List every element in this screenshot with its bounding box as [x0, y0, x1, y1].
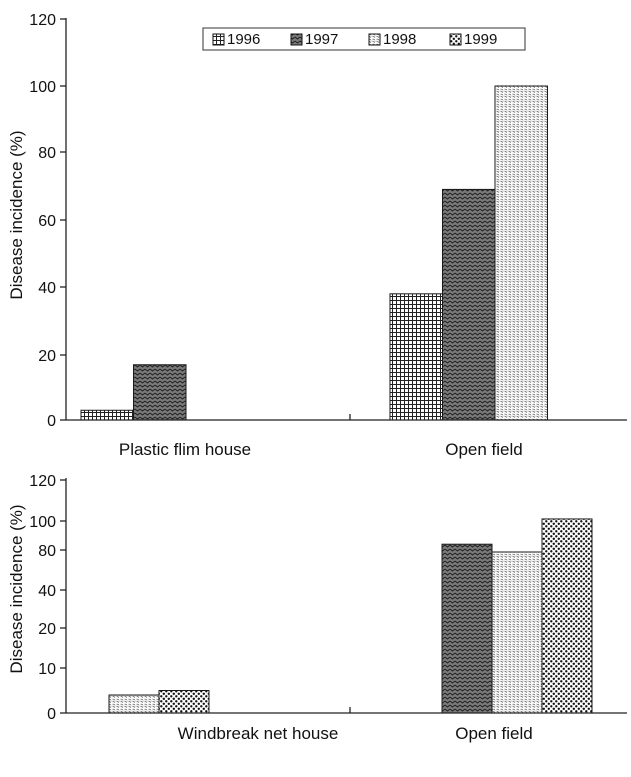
bottom-bar-open-field-1997: [441, 543, 493, 714]
legend-item-1998: 1998: [368, 31, 416, 48]
top-category-label-open-field: Open field: [445, 440, 523, 459]
legend-item-1996: 1996: [212, 31, 260, 48]
bottom-y-tick-label-40: 40: [38, 583, 56, 600]
bottom-y-axis-title: Disease incidence (%): [7, 504, 26, 673]
top-bar-plastic-flim-house-1996: [80, 409, 134, 421]
legend-swatch-1997: [290, 33, 303, 46]
bottom-bars: [108, 518, 593, 714]
top-y-tick-label-20: 20: [38, 348, 56, 365]
top-bar-open-field-1997: [442, 188, 496, 421]
bottom-y-tick-label-0: 0: [47, 706, 56, 723]
bottom-category-label-open-field: Open field: [455, 724, 533, 743]
top-y-axis-title: Disease incidence (%): [7, 130, 26, 299]
top-chart-panel: Disease incidence (%) 0 20 40 60 80 100 120 Pl…: [7, 12, 627, 459]
top-y-tick-label-40: 40: [38, 280, 56, 297]
top-y-axis-ticks: 0 20 40 60 80 100 120: [29, 12, 66, 430]
bottom-bar-open-field-1998: [491, 551, 543, 714]
bottom-y-tick-label-10: 10: [38, 661, 56, 678]
legend-label-1997: 1997: [305, 31, 338, 48]
top-y-tick-label-60: 60: [38, 213, 56, 230]
bottom-category-label-windbreak-net-house: Windbreak net house: [178, 724, 339, 743]
legend-label-1998: 1998: [383, 31, 416, 48]
bottom-bar-windbreak-net-house-1999: [158, 690, 210, 714]
bottom-y-tick-label-100: 100: [29, 514, 56, 531]
legend-box: [202, 27, 526, 51]
bottom-category-labels: Windbreak net house Open field: [178, 724, 533, 743]
bottom-bar-open-field-1999: [541, 518, 593, 714]
bottom-y-tick-label-120: 120: [29, 473, 56, 490]
legend-swatch-1996: [212, 33, 225, 46]
legend: 1996 1997 1998 1999: [202, 27, 526, 51]
legend-item-1999: 1999: [449, 31, 497, 48]
top-y-tick-label-100: 100: [29, 79, 56, 96]
bottom-y-tick-label-80: 80: [38, 543, 56, 560]
bottom-y-tick-label-20: 20: [38, 621, 56, 638]
bottom-chart-panel: Disease incidence (%) 0 10 20 40 80 100 120 Wi…: [7, 473, 627, 743]
top-y-tick-label-80: 80: [38, 145, 56, 162]
top-bar-plastic-flim-house-1997: [133, 364, 187, 421]
top-bars: [80, 85, 548, 421]
top-bar-open-field-1998: [494, 85, 548, 421]
legend-item-1997: 1997: [290, 31, 338, 48]
top-category-label-plastic-flim-house: Plastic flim house: [119, 440, 251, 459]
top-category-labels: Plastic flim house Open field: [119, 440, 523, 459]
top-bar-open-field-1996: [389, 293, 443, 421]
bottom-bar-windbreak-net-house-1998: [108, 694, 160, 714]
top-y-tick-label-120: 120: [29, 12, 56, 29]
bottom-y-axis-ticks: 0 10 20 40 80 100 120: [29, 473, 66, 723]
legend-swatch-1998: [368, 33, 381, 46]
legend-swatch-1999: [449, 33, 462, 46]
legend-label-1996: 1996: [227, 31, 260, 48]
legend-label-1999: 1999: [464, 31, 497, 48]
top-y-tick-label-0: 0: [47, 413, 56, 430]
